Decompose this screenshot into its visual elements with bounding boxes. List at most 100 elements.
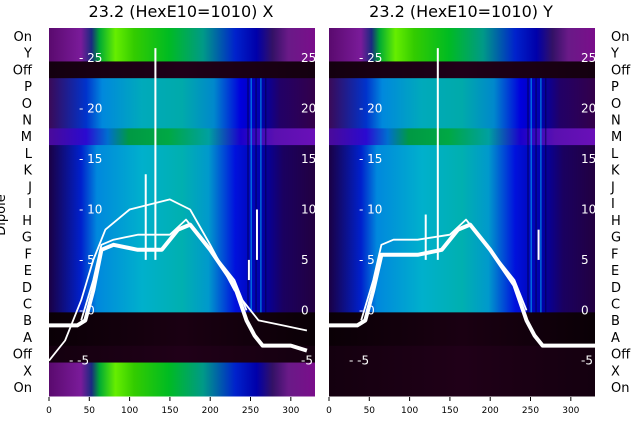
row-label-right: Off bbox=[611, 63, 631, 78]
heatmap-band bbox=[49, 345, 315, 364]
row-label-left: N bbox=[22, 114, 32, 129]
overlay-y-tick: - 15 bbox=[359, 152, 382, 166]
panel-title-x: 23.2 (HexE10=1010) X bbox=[89, 2, 274, 21]
row-label-right: On bbox=[611, 30, 629, 45]
x-tick-label: 300 bbox=[282, 406, 299, 416]
x-tick-label: 200 bbox=[202, 406, 219, 416]
x-tick-label: 100 bbox=[121, 406, 138, 416]
x-tick-label: 100 bbox=[401, 406, 418, 416]
row-label-right: H bbox=[611, 214, 621, 229]
row-label-right: I bbox=[611, 197, 615, 212]
row-label-left: On bbox=[14, 30, 32, 45]
row-label-left: A bbox=[23, 331, 32, 346]
heatmap-streak bbox=[260, 78, 262, 313]
row-label-right: L bbox=[611, 147, 619, 162]
overlay-series-line bbox=[360, 218, 528, 321]
overlay-series-line bbox=[48, 198, 308, 362]
heatmap-band bbox=[49, 128, 315, 146]
overlay-y-tick-right: 5 bbox=[301, 253, 309, 267]
row-label-right: Y bbox=[610, 47, 619, 62]
overlay-y-tick-right: 15 bbox=[301, 152, 316, 166]
overlay-y-tick-right: 10 bbox=[301, 202, 316, 216]
overlay-y-tick: - 25 bbox=[359, 51, 382, 65]
heatmap-streak bbox=[247, 78, 249, 313]
heatmap-streak bbox=[250, 78, 252, 313]
row-label-left: M bbox=[21, 130, 32, 145]
row-label-right: A bbox=[611, 331, 620, 346]
heatmap-band bbox=[329, 78, 595, 129]
row-label-right: E bbox=[611, 264, 619, 279]
row-label-left: G bbox=[22, 231, 32, 246]
heatmap-band bbox=[329, 345, 595, 397]
heatmap-band bbox=[329, 28, 595, 62]
row-label-right: M bbox=[611, 130, 622, 145]
heatmap-band bbox=[49, 61, 315, 79]
heatmap-band bbox=[329, 61, 595, 79]
overlay-y-tick: - 20 bbox=[79, 102, 102, 116]
heatmap-streak bbox=[545, 78, 547, 313]
row-label-right: D bbox=[611, 281, 621, 296]
row-label-right: B bbox=[611, 314, 620, 329]
x-tick-label: 300 bbox=[562, 406, 579, 416]
panel-x: - -5 -5- 0 0- 5 5- 10 10- 15 15- 20 20- 25 250 5… bbox=[46, 28, 316, 416]
x-tick-label: 250 bbox=[522, 406, 539, 416]
overlay-y-tick-right: 25 bbox=[581, 51, 596, 65]
heatmap-band bbox=[49, 28, 315, 62]
heatmap-streak bbox=[540, 78, 542, 313]
panel-title-y: 23.2 (HexE10=1010) Y bbox=[369, 2, 553, 21]
x-tick-label: 0 bbox=[46, 406, 52, 416]
overlay-y-tick: - 20 bbox=[359, 102, 382, 116]
overlay-y-tick-right: 0 bbox=[581, 303, 589, 317]
x-tick-label: 200 bbox=[482, 406, 499, 416]
heatmap-band bbox=[49, 312, 315, 347]
overlay-y-tick: - 25 bbox=[79, 51, 102, 65]
row-label-left: P bbox=[24, 80, 32, 95]
heatmap-streak bbox=[265, 78, 267, 313]
row-label-left: B bbox=[23, 314, 32, 329]
row-label-right: P bbox=[611, 80, 619, 95]
row-label-left: L bbox=[25, 147, 33, 162]
x-tick-label: 0 bbox=[326, 406, 332, 416]
row-label-left: Off bbox=[13, 63, 33, 78]
overlay-y-tick: - 5 bbox=[359, 253, 375, 267]
row-label-left: F bbox=[25, 247, 32, 262]
overlay-series-line bbox=[329, 222, 595, 348]
heatmap-band bbox=[329, 128, 595, 146]
row-label-right: G bbox=[611, 231, 621, 246]
row-label-left: H bbox=[22, 214, 32, 229]
heatmap-streak bbox=[530, 78, 532, 313]
overlay-y-tick-right: 15 bbox=[581, 152, 596, 166]
heatmap-band bbox=[49, 362, 315, 397]
overlay-y-tick-right: 25 bbox=[301, 51, 316, 65]
row-label-right: O bbox=[611, 97, 621, 112]
overlay-y-tick-right: 5 bbox=[581, 253, 589, 267]
x-tick-label: 250 bbox=[242, 406, 259, 416]
overlay-y-tick: - 10 bbox=[359, 202, 382, 216]
heatmap-band bbox=[329, 312, 595, 347]
heatmap-band bbox=[49, 78, 315, 129]
row-label-left: K bbox=[23, 164, 32, 179]
row-label-left: O bbox=[22, 97, 32, 112]
x-tick-label: 50 bbox=[84, 406, 96, 416]
overlay-y-tick-right: 20 bbox=[301, 102, 316, 116]
heatmap-streak bbox=[527, 78, 529, 313]
panel-y: - -5 -5- 0 0- 5 5- 10 10- 15 15- 20 20- 25 250 5… bbox=[326, 28, 596, 416]
overlay-y-tick-right: 20 bbox=[581, 102, 596, 116]
row-label-left: D bbox=[22, 281, 32, 296]
overlay-y-tick-right: -5 bbox=[301, 354, 313, 368]
x-tick-label: 50 bbox=[364, 406, 376, 416]
x-tick-label: 150 bbox=[441, 406, 458, 416]
overlay-y-tick: - 15 bbox=[79, 152, 102, 166]
row-label-right: X bbox=[611, 364, 620, 379]
row-label-right: F bbox=[611, 247, 618, 262]
row-label-left: On bbox=[14, 381, 32, 396]
y-axis-label: Dipole bbox=[0, 194, 9, 235]
row-label-left: C bbox=[23, 298, 32, 313]
heatmap-streak bbox=[535, 78, 537, 313]
overlay-y-tick-right: 0 bbox=[301, 303, 309, 317]
row-label-right: Off bbox=[611, 348, 631, 363]
row-label-left: E bbox=[24, 264, 32, 279]
overlay-y-tick: - 10 bbox=[79, 202, 102, 216]
